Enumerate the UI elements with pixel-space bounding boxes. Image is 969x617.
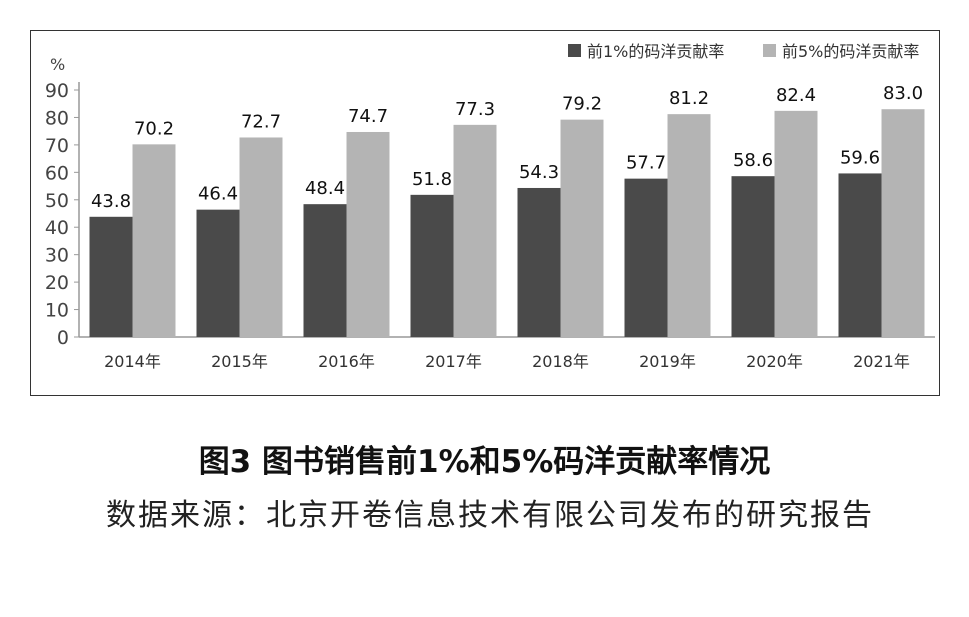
data-label: 79.2 [562, 94, 602, 115]
x-tick-label: 2016年 [318, 352, 375, 371]
y-tick-label: 0 [57, 327, 69, 349]
y-tick-label: 10 [45, 300, 69, 322]
bar-top5 [239, 137, 283, 337]
legend-label: 前1%的码洋贡献率 [587, 42, 724, 61]
data-label: 48.4 [305, 178, 345, 199]
bar-top1 [196, 209, 240, 337]
data-label: 46.4 [198, 184, 238, 205]
y-tick-label: 20 [45, 272, 69, 294]
data-label: 83.0 [883, 83, 923, 104]
y-axis-unit: % [50, 55, 65, 74]
data-label: 82.4 [776, 85, 816, 106]
y-tick-label: 70 [45, 135, 69, 157]
bar-top5 [132, 144, 176, 337]
bar-chart: 0 10 20 30 40 50 60 70 80 90% 43.8 70.2 2014年 46.4 72.… [45, 42, 935, 371]
bar-top5 [346, 131, 390, 337]
data-label: 51.8 [412, 169, 452, 190]
bar-top1 [838, 173, 882, 337]
chart-frame [30, 30, 940, 396]
data-label: 77.3 [455, 99, 495, 120]
x-tick-label: 2021年 [853, 352, 910, 371]
legend-swatch [568, 44, 581, 57]
data-label: 70.2 [134, 118, 174, 139]
x-tick-label: 2019年 [639, 352, 696, 371]
y-tick-label: 50 [45, 190, 69, 212]
figure-caption: 图3 图书销售前1%和5%码洋贡献率情况 [198, 444, 771, 480]
x-tick-label: 2015年 [211, 352, 268, 371]
legend-label: 前5%的码洋贡献率 [782, 42, 919, 61]
bar-top1 [89, 216, 133, 337]
bar-top1 [731, 176, 775, 337]
data-label: 81.2 [669, 88, 709, 109]
y-tick-label: 90 [45, 80, 69, 102]
x-tick-label: 2017年 [425, 352, 482, 371]
legend-swatch [763, 44, 776, 57]
x-tick-label: 2014年 [104, 352, 161, 371]
bar-top5 [667, 114, 711, 337]
bar-top5 [560, 119, 604, 337]
bar-top1 [303, 204, 347, 337]
y-tick-label: 30 [45, 245, 69, 267]
data-label: 54.3 [519, 162, 559, 183]
data-label: 58.6 [733, 150, 773, 171]
bar-top5 [881, 109, 925, 337]
data-label: 43.8 [91, 191, 131, 212]
x-tick-label: 2020年 [746, 352, 803, 371]
data-label: 72.7 [241, 111, 281, 132]
y-tick-label: 60 [45, 162, 69, 184]
bar-top1 [410, 194, 454, 337]
bar-top1 [517, 187, 561, 337]
bar-top5 [453, 124, 497, 337]
y-tick-label: 80 [45, 107, 69, 129]
data-label: 57.7 [626, 153, 666, 174]
data-source-note: 数据来源：北京开卷信息技术有限公司发布的研究报告 [106, 498, 874, 533]
data-label: 74.7 [348, 106, 388, 127]
x-tick-label: 2018年 [532, 352, 589, 371]
bar-top5 [774, 110, 818, 337]
y-tick-label: 40 [45, 217, 69, 239]
data-label: 59.6 [840, 147, 880, 168]
bar-top1 [624, 178, 668, 337]
